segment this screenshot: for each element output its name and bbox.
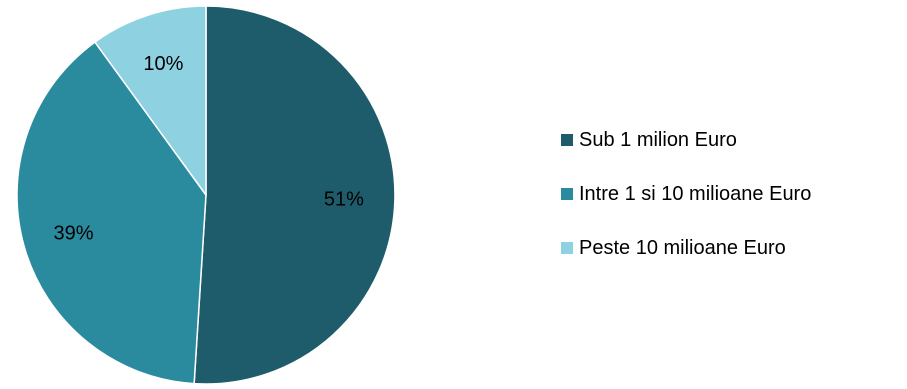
legend-label-1: Sub 1 milion Euro bbox=[579, 128, 737, 151]
legend-label-2: Intre 1 si 10 milioane Euro bbox=[579, 182, 812, 205]
legend-label-3: Peste 10 milioane Euro bbox=[579, 236, 786, 259]
pie-slice-3 bbox=[94, 5, 207, 196]
legend-swatch-3 bbox=[561, 242, 573, 254]
pie-slice-2 bbox=[16, 41, 207, 385]
legend-item-1: Sub 1 milion Euro bbox=[561, 129, 901, 151]
data-label-1: 51% bbox=[324, 188, 364, 210]
legend-item-2: Intre 1 si 10 milioane Euro bbox=[561, 183, 901, 205]
legend-swatch-1 bbox=[561, 134, 573, 146]
pie-slices bbox=[16, 5, 396, 385]
pie-data-labels: 51% 39% 10% bbox=[53, 53, 364, 245]
data-label-2: 39% bbox=[53, 222, 93, 244]
data-label-3: 10% bbox=[143, 53, 183, 75]
legend-swatch-2 bbox=[561, 188, 573, 200]
legend-item-3: Peste 10 milioane Euro bbox=[561, 237, 901, 259]
chart-legend: Sub 1 milion Euro Intre 1 si 10 milioane … bbox=[561, 129, 901, 259]
pie-slice-1 bbox=[193, 5, 396, 385]
